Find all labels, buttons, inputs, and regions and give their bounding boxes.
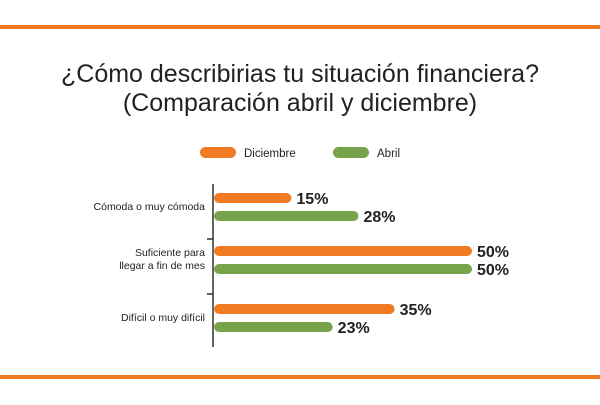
bar-abril-2 — [214, 264, 472, 274]
bar-diciembre-3 — [214, 304, 395, 314]
legend-label-diciembre: Diciembre — [244, 148, 296, 160]
legend-swatch-diciembre — [200, 147, 236, 158]
bar-diciembre-2 — [214, 246, 472, 256]
value-label-abril-1: 28% — [363, 209, 395, 226]
legend-label-abril: Abril — [377, 148, 400, 160]
category-label-3-line-1: Difícil o muy difícil — [120, 311, 205, 324]
category-label-2-line-2: llegar a fin de mes — [119, 260, 205, 272]
category-label-1: Cómoda o muy cómoda — [5, 201, 205, 214]
value-label-abril-2: 50% — [477, 262, 509, 279]
bar-diciembre-1 — [214, 193, 292, 203]
value-label-diciembre-1: 15% — [296, 191, 328, 208]
value-label-abril-3: 23% — [338, 320, 370, 337]
category-label-2-line-1: Suficiente para — [134, 247, 205, 259]
bottom-divider — [0, 375, 600, 379]
value-label-diciembre-3: 35% — [400, 302, 432, 319]
chart-title-line-1: ¿Cómo describirias tu situación financie… — [61, 60, 539, 88]
category-label-1-line-1: Cómoda o muy cómoda — [93, 200, 205, 213]
category-label-2: Suficiente para llegar a fin de mes — [5, 247, 205, 273]
bar-abril-3 — [214, 322, 333, 332]
chart-title-line-2: (Comparación abril y diciembre) — [122, 89, 478, 117]
top-divider — [0, 25, 600, 29]
chart-title: ¿Cómo describirias tu situación financie… — [0, 60, 600, 118]
legend-swatch-abril — [333, 147, 369, 158]
category-label-3: Difícil o muy difícil — [5, 312, 205, 325]
bar-abril-1 — [214, 211, 359, 221]
value-label-diciembre-2: 50% — [477, 244, 509, 261]
